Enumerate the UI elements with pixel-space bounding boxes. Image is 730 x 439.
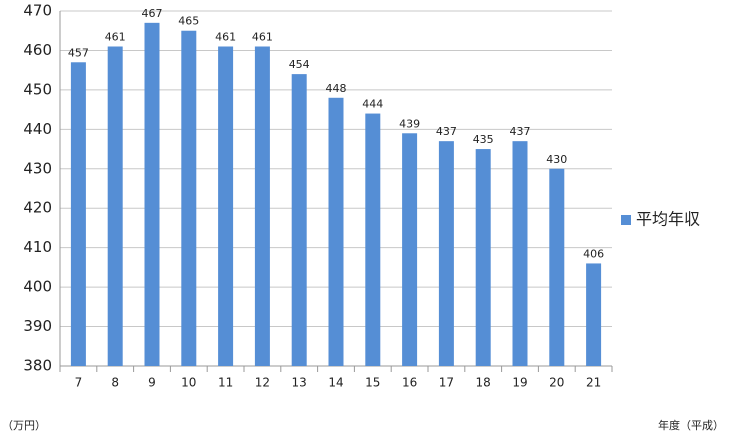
x-tick-label: 19: [512, 376, 527, 390]
x-axis-label: 年度（平成）: [658, 418, 724, 432]
bar: [549, 168, 565, 366]
data-label: 437: [436, 125, 457, 138]
bar: [586, 263, 602, 366]
y-tick-label: 420: [23, 199, 52, 217]
bar: [291, 74, 307, 366]
data-label: 439: [399, 117, 420, 130]
legend-label: 平均年収: [636, 210, 700, 229]
bar: [365, 113, 381, 366]
data-label: 465: [178, 15, 199, 28]
data-label: 444: [362, 98, 383, 111]
y-axis-unit: （万円）: [2, 419, 46, 432]
data-label: 454: [289, 58, 310, 71]
data-label: 448: [326, 82, 347, 95]
data-label: 461: [215, 31, 236, 44]
bar: [254, 46, 270, 366]
bar: [107, 46, 123, 366]
y-tick-label: 450: [23, 80, 52, 98]
bar: [438, 141, 454, 366]
x-tick-label: 10: [181, 376, 196, 390]
x-tick-label: 7: [75, 376, 83, 390]
bar: [402, 133, 418, 366]
x-tick-label: 20: [549, 376, 564, 390]
data-label: 430: [546, 153, 567, 166]
y-tick-label: 470: [23, 2, 52, 20]
x-tick-label: 11: [218, 376, 233, 390]
bar: [328, 97, 344, 367]
data-label: 457: [68, 46, 89, 59]
data-label: 435: [473, 133, 494, 146]
x-tick-label: 9: [148, 376, 156, 390]
data-label: 437: [510, 125, 531, 138]
bar: [512, 141, 528, 366]
x-tick-label: 15: [365, 376, 380, 390]
x-tick-label: 21: [586, 376, 601, 390]
y-tick-label: 390: [23, 317, 52, 335]
bar: [144, 22, 160, 366]
y-tick-label: 380: [23, 357, 52, 375]
data-label: 461: [252, 31, 273, 44]
x-tick-label: 8: [111, 376, 119, 390]
x-tick-label: 17: [439, 376, 454, 390]
y-tick-label: 440: [23, 120, 52, 138]
data-label: 406: [583, 247, 604, 260]
x-tick-label: 14: [328, 376, 343, 390]
y-tick-label: 410: [23, 238, 52, 256]
bar: [70, 62, 86, 367]
data-label: 461: [105, 31, 126, 44]
data-label: 467: [142, 7, 163, 20]
y-tick-label: 400: [23, 278, 52, 296]
x-tick-label: 12: [255, 376, 270, 390]
x-tick-label: 18: [476, 376, 491, 390]
x-tick-label: 16: [402, 376, 417, 390]
x-tick-label: 13: [292, 376, 307, 390]
bar: [475, 149, 491, 366]
legend-swatch: [621, 215, 631, 225]
y-tick-label: 430: [23, 159, 52, 177]
bar: [181, 30, 197, 366]
y-tick-label: 460: [23, 41, 52, 59]
bar: [218, 46, 234, 366]
